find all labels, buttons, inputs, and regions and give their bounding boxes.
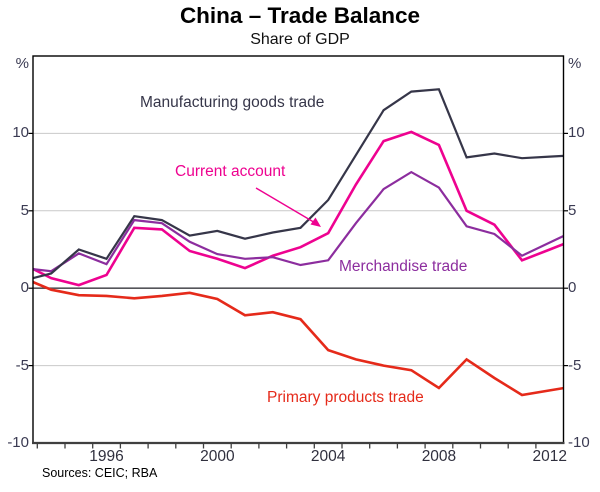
y-axis-label-right: -5 (568, 356, 582, 374)
x-axis-label: 1996 (89, 448, 124, 465)
chart-subtitle: Share of GDP (250, 31, 350, 48)
series-line-primary-products-trade (33, 280, 564, 397)
series-label-current-account: Current account (175, 163, 286, 180)
y-axis-label-right: -10 (568, 434, 590, 451)
y-axis-label-left: -5 (15, 356, 29, 374)
sources-note: Sources: CEIC; RBA (42, 466, 158, 480)
series-line-merchandise-trade (33, 170, 564, 273)
series-line-manufacturing-goods-trade (33, 88, 564, 280)
x-axis-label: 2004 (310, 448, 346, 465)
y-unit-label-left: % (15, 55, 29, 72)
y-axis-label-left: 10 (12, 124, 29, 142)
x-axis-label: 2000 (200, 448, 235, 465)
y-axis-label-right: 0 (568, 279, 577, 297)
series-label-primary-products: Primary products trade (267, 389, 424, 406)
series-label-merchandise: Merchandise trade (339, 258, 468, 275)
y-axis-label-left: 0 (20, 279, 29, 297)
x-axis-label: 2008 (421, 448, 457, 465)
y-axis-label-right: 5 (568, 201, 577, 219)
y-axis-label-left: -10 (7, 434, 29, 451)
y-unit-label-right: % (568, 55, 582, 72)
chart-title: China – Trade Balance (179, 3, 421, 28)
current-account-arrowhead (310, 217, 321, 227)
series-line-current-account (33, 130, 564, 287)
y-axis-label-left: 5 (20, 201, 29, 219)
series-label-manufacturing: Manufacturing goods trade (140, 94, 325, 111)
current-account-arrow (255, 187, 318, 225)
x-axis-label: 2012 (532, 448, 567, 465)
y-axis-label-right: 10 (568, 124, 585, 142)
